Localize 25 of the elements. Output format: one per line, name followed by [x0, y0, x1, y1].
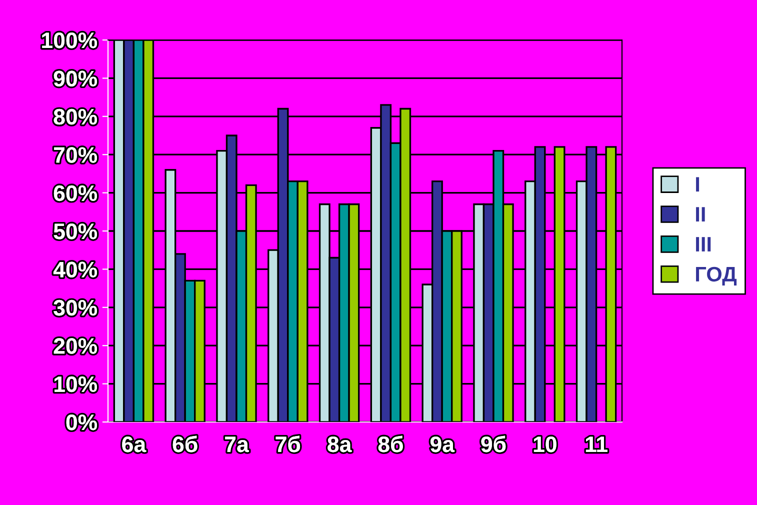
y-tick-label: 30%	[54, 300, 97, 316]
legend-label: ГОД	[696, 266, 737, 286]
y-tick-label: 70%	[54, 147, 97, 163]
y-tick-label: 10%	[54, 376, 97, 392]
legend-label: I	[696, 177, 700, 192]
x-tick-label: 9а	[430, 436, 455, 452]
x-tick-label: 7б	[276, 436, 300, 452]
y-tick-label: 60%	[54, 185, 97, 202]
y-tick-label: 80%	[54, 108, 97, 125]
y-tick-label: 20%	[54, 338, 97, 354]
x-tick-label: 8а	[328, 436, 352, 452]
y-tick-label: 40%	[53, 262, 97, 278]
legend-label: III	[696, 237, 711, 252]
x-tick-label: 10	[534, 436, 556, 452]
x-tick-label: 6а	[122, 436, 146, 452]
x-tick-label: 11	[586, 436, 608, 452]
x-tick-label: 9б	[481, 436, 506, 452]
x-tick-label: 6б	[172, 436, 198, 452]
y-tick-label: 90%	[54, 70, 97, 86]
y-tick-label: 50%	[54, 224, 97, 240]
x-tick-label: 8б	[378, 436, 403, 452]
legend-label: II	[696, 207, 705, 222]
y-tick-label: 0%	[66, 414, 97, 430]
y-tick-label: 100%	[42, 32, 97, 48]
x-tick-label: 7а	[225, 436, 249, 452]
